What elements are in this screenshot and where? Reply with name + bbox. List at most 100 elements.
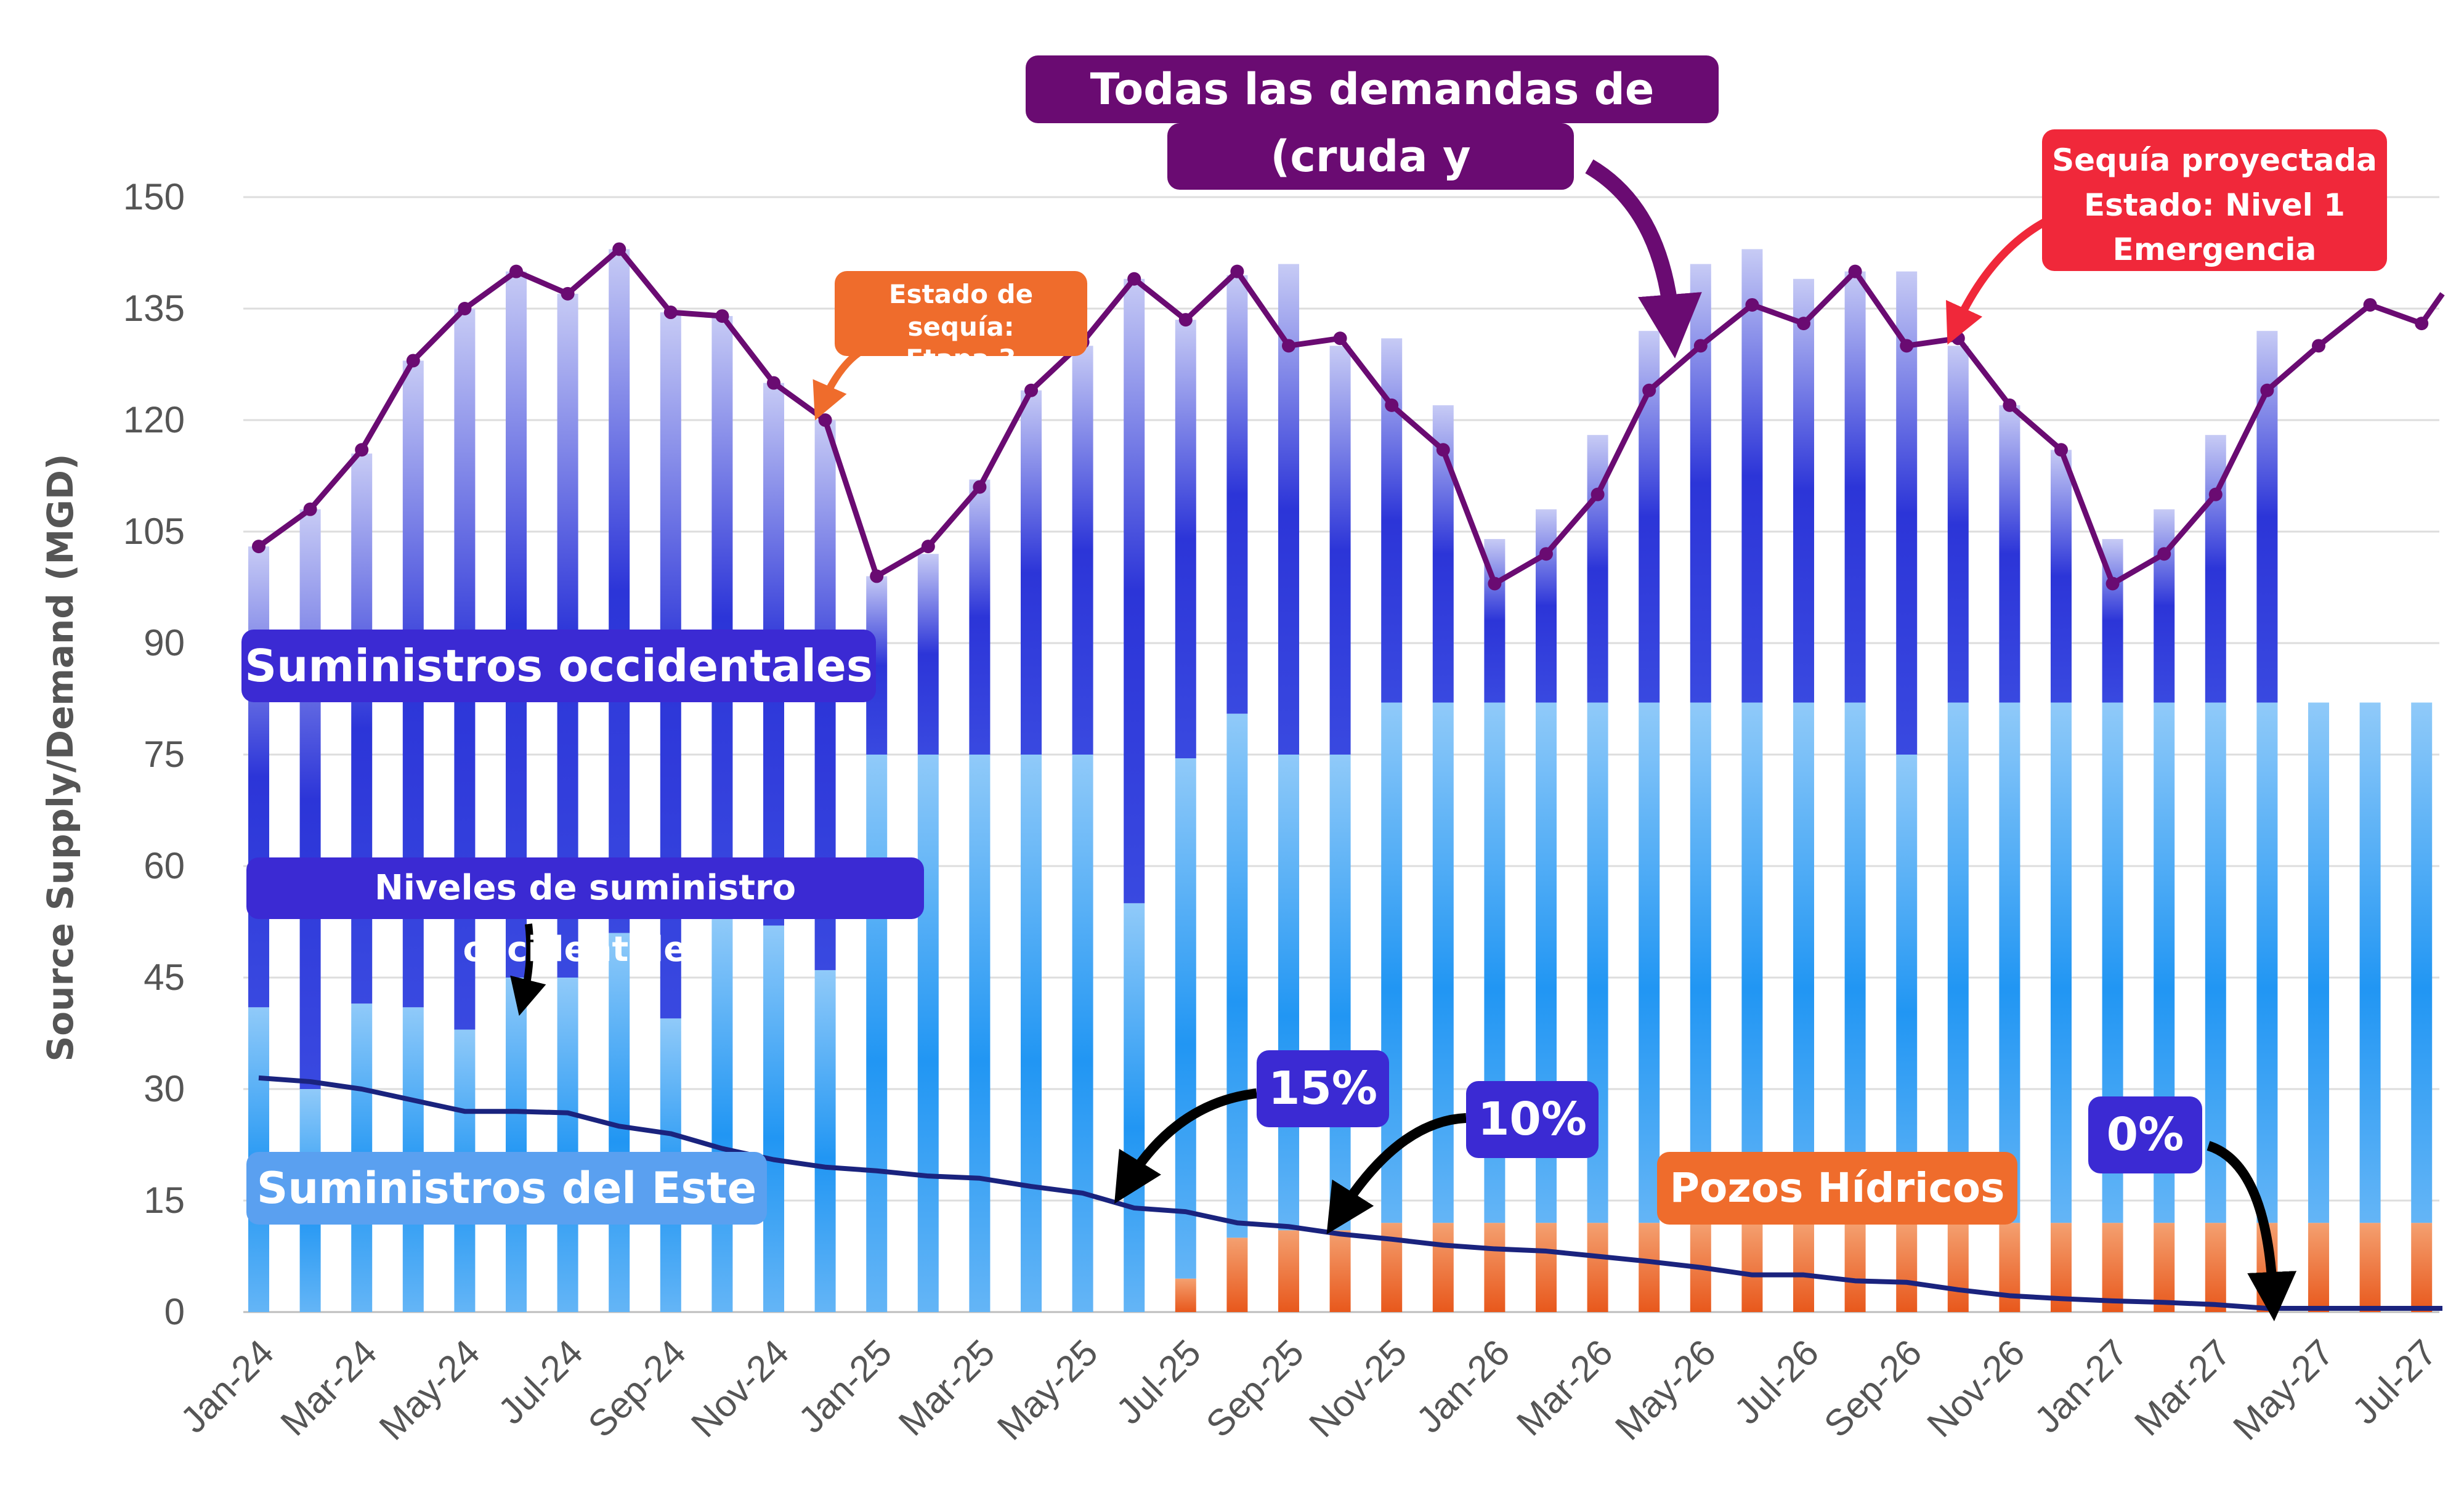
east-supply-bar (1381, 702, 1403, 1223)
demand-point (715, 309, 729, 323)
west-supply-bar (1124, 278, 1145, 904)
demand-point (2312, 339, 2325, 353)
wells-bar (1226, 1238, 1248, 1312)
west-supply-bar (2154, 509, 2175, 703)
x-tick-label: May-25 (989, 1332, 1106, 1448)
west-supply-bar (299, 509, 321, 1089)
x-tick-label: Sep-25 (1198, 1332, 1311, 1445)
demand-point (1488, 577, 1502, 591)
demand-point (1127, 272, 1141, 286)
y-tick-label: 45 (144, 957, 185, 998)
demand-point (1436, 443, 1450, 457)
wells-bar (1947, 1223, 1969, 1312)
east-supply-bar (917, 755, 939, 1312)
stage3-line1: Estado de sequía: (888, 279, 1034, 342)
wells-label: Pozos Hídricos (1657, 1152, 2017, 1225)
demand-point (1642, 383, 1656, 397)
east-supply-bar (1124, 903, 1145, 1312)
demand-point (921, 540, 935, 554)
demand-point (1385, 398, 1399, 412)
east-supply-bar (1896, 755, 1918, 1223)
x-tick-label: Nov-25 (1301, 1332, 1414, 1445)
west-supply-bar (1741, 249, 1763, 703)
wells-bar (1896, 1223, 1918, 1312)
wells-bar (1793, 1223, 1814, 1312)
demand-point (1951, 331, 1965, 346)
west-supply-bar (248, 546, 269, 1008)
stage3-line2: Etapa 3 (906, 344, 1016, 374)
east-supply-bar (866, 755, 888, 1312)
demand-point (1591, 487, 1605, 501)
callout-arrows (510, 159, 2297, 1321)
west-supply-bar (1844, 271, 1866, 703)
pct0-arrow (2207, 1141, 2297, 1321)
demand-point (973, 480, 987, 494)
east-supply-bar (1021, 755, 1042, 1312)
east-supply-bar (1793, 702, 1814, 1223)
demand-point (2415, 317, 2429, 331)
demand-point (2260, 383, 2274, 397)
west-supply-bar (969, 479, 991, 755)
west-supply-bar (917, 554, 939, 755)
east-supply-bar (2308, 702, 2329, 1223)
x-tick-label: Jan-25 (790, 1332, 899, 1441)
wells-bar (1329, 1230, 1351, 1312)
east-supply-bar (969, 755, 991, 1312)
east-supply-bar (1999, 702, 2020, 1223)
x-tick-label: Mar-24 (273, 1332, 385, 1444)
east-supply-bar (2359, 702, 2381, 1223)
y-tick-label: 105 (123, 511, 185, 552)
demand-point (252, 540, 265, 554)
demand-point (1745, 298, 1759, 312)
demand-point (2363, 298, 2377, 312)
west-supply-bar (2051, 450, 2072, 703)
x-tick-label: Jul-25 (1108, 1332, 1209, 1432)
wells-bar (1741, 1223, 1763, 1312)
projected-arrow (1946, 218, 2048, 345)
x-tick-label: Nov-24 (683, 1332, 796, 1445)
demand-point (1539, 547, 1553, 561)
x-tick-label: Sep-26 (1816, 1332, 1929, 1445)
y-tick-label: 0 (164, 1291, 185, 1332)
demand-point (2208, 487, 2223, 501)
east-supply-bar (1639, 702, 1660, 1223)
demand-point (509, 264, 523, 278)
x-tick-label: Jul-27 (2344, 1332, 2444, 1432)
demand-arrow (1585, 159, 1702, 359)
east-supply-bar (1072, 755, 1093, 1312)
wells-bar (2411, 1223, 2433, 1312)
demand-point (1178, 313, 1193, 327)
demand-point (303, 502, 317, 516)
east-supply-bar (711, 918, 733, 1312)
demand-point (1024, 383, 1038, 397)
wells-bar (1175, 1278, 1196, 1312)
demand-point (2157, 547, 2171, 561)
west-supply-bar (351, 453, 373, 1004)
wells-bar (1844, 1223, 1866, 1312)
pct10-label: 10% (1466, 1081, 1599, 1158)
demand-point (561, 286, 575, 301)
east-supply-bar (2205, 702, 2226, 1223)
demand-line (257, 246, 2445, 586)
east-supply-bar (2411, 702, 2433, 1223)
x-tick-label: May-26 (1607, 1332, 1724, 1448)
east-supply-bar (1690, 702, 1711, 1223)
west-supply-bar (1690, 264, 1711, 703)
pct10-arrow (1326, 1113, 1467, 1234)
west-supply-bar (1021, 390, 1042, 755)
west-supply-bar (1072, 346, 1093, 755)
stage3-box: Estado de sequía: Etapa 3 (835, 271, 1087, 374)
demand-point (2105, 577, 2120, 591)
west-supply-bar (1999, 405, 2020, 703)
east-supply-bar (763, 925, 784, 1312)
wells-bar (1278, 1230, 1299, 1312)
east-supply-bar (1432, 702, 1454, 1223)
wells-bar (2308, 1223, 2329, 1312)
y-tick-label: 150 (123, 176, 185, 217)
demand-point (870, 569, 884, 583)
west-supply-bar (1793, 278, 1814, 703)
y-axis-label: Source Supply/Demand (MGD) (39, 454, 81, 1062)
wells-bar (1587, 1223, 1608, 1312)
